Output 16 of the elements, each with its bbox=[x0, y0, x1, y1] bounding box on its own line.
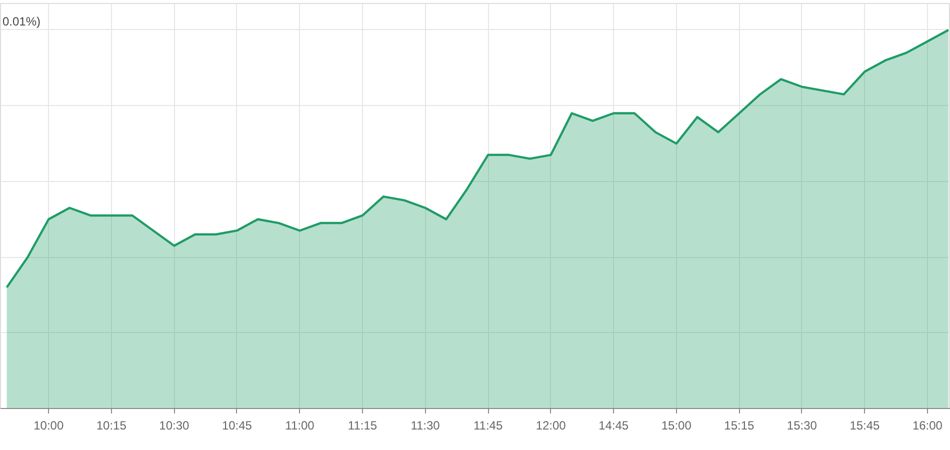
x-tick-label: 11:15 bbox=[348, 418, 378, 432]
text: 0.01%) bbox=[2, 14, 41, 29]
x-tick-label: 10:15 bbox=[96, 418, 127, 432]
x-tick-label: 15:00 bbox=[661, 418, 692, 432]
x-tick-label: 10:00 bbox=[34, 418, 64, 432]
x-tick-label: 15:30 bbox=[786, 418, 818, 432]
x-tick-label: 10:45 bbox=[222, 418, 252, 432]
x-tick-label: 12:00 bbox=[536, 418, 566, 432]
x-tick-label: 16:00 bbox=[912, 418, 943, 432]
x-tick-label: 11:45 bbox=[473, 418, 503, 432]
x-tick-label: 10:30 bbox=[159, 418, 190, 432]
x-tick-label: 15:45 bbox=[850, 418, 880, 432]
x-tick-label: 11:30 bbox=[410, 418, 440, 432]
x-tick-label: 14:45 bbox=[598, 418, 629, 432]
x-tick-label: 15:15 bbox=[724, 418, 754, 432]
x-tick-label: 11:00 bbox=[285, 418, 315, 432]
